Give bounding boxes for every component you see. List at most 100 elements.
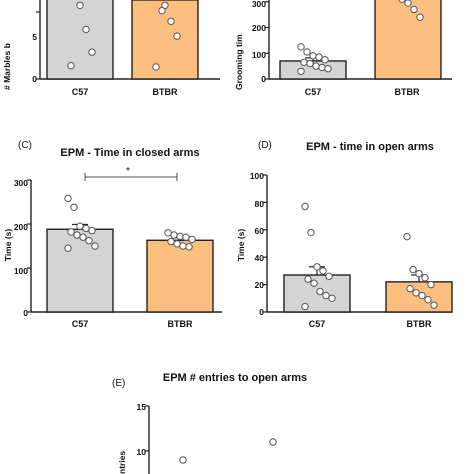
panel-d-label: (D): [258, 140, 272, 151]
panel-c-point-c57-8: [85, 237, 93, 245]
panel-e-ylabel: ntries: [117, 451, 127, 474]
panel-c-point-btbr-3: [182, 233, 190, 241]
panel-e-point-btbr-0: [269, 438, 277, 446]
panel-d-ytick-60: 60: [255, 226, 265, 236]
panel-d-point-c57-3: [319, 267, 327, 275]
panel-b-cat-c57: C57: [305, 87, 322, 97]
panel-a-cat-btbr: BTBR: [153, 87, 178, 97]
panel-e-point-c57-0: [179, 456, 187, 464]
panel-b: Grooming tim 0 100 200 300 C57 BTBR: [234, 0, 420, 97]
panel-c-ytick-200: 200: [14, 222, 28, 232]
panel-c-ylabel: Time (s): [3, 229, 13, 262]
panel-a-point-c57-4: [88, 48, 96, 56]
panel-e-ytick-15: 15: [137, 402, 147, 412]
panel-a-point-c57-5: [67, 61, 75, 70]
panel-c-point-btbr-5: [167, 237, 175, 246]
panel-d-point-btbr-7: [418, 291, 426, 300]
panel-b-point-c57-10: [297, 67, 305, 75]
panel-b-point-btbr-4: [416, 13, 424, 21]
panel-b-ytick-300: 300: [252, 0, 266, 9]
panel-e-label: (E): [112, 378, 125, 389]
panel-a-point-c57-2: [76, 1, 84, 9]
panel-d-point-c57-6: [310, 279, 318, 287]
panel-a-point-btbr-4: [173, 32, 181, 40]
panel-d-point-c57-9: [328, 294, 336, 302]
panel-d-point-btbr-4: [427, 280, 435, 289]
panel-b-point-c57-9: [324, 65, 332, 73]
panel-d-point-c57-2: [313, 263, 321, 271]
panel-d-ytick-40: 40: [255, 253, 265, 263]
panel-b-point-c57-3: [315, 53, 323, 61]
panel-b-point-btbr-3: [410, 5, 418, 14]
panel-c-point-c57-2: [76, 222, 84, 230]
panel-d-point-btbr-8: [424, 295, 432, 304]
panel-b-point-c57-6: [306, 59, 314, 68]
panel-c-point-btbr-8: [185, 243, 193, 251]
panel-d-point-btbr-0: [403, 232, 411, 241]
panel-c-ytick-100: 100: [14, 266, 28, 276]
panel-d-ytick-0: 0: [259, 307, 264, 317]
panel-c-point-c57-9: [91, 242, 99, 250]
panel-c-point-c57-0: [64, 194, 72, 203]
panel-b-ytick-0: 0: [261, 74, 266, 84]
panel-d-point-btbr-9: [430, 301, 438, 309]
chart-marks: [27, 0, 453, 474]
panel-e-ytick-10: 10: [137, 447, 147, 457]
panel-d-ylabel: Time (s): [236, 229, 246, 262]
panel-c-point-c57-5: [67, 228, 75, 236]
panel-c-bar-btbr: [146, 239, 214, 313]
panel-b-point-c57-4: [321, 55, 329, 64]
panel-c-point-c57-6: [73, 231, 81, 239]
panel-e-title: EPM # entries to open arms: [163, 372, 307, 384]
panel-a-point-btbr-6: [158, 6, 166, 15]
panel-c-point-btbr-1: [170, 231, 178, 239]
panel-c-ytick-300: 300: [14, 178, 28, 188]
panel-c-point-btbr-0: [164, 229, 172, 237]
panel-d-point-btbr-2: [415, 269, 423, 278]
panel-d-point-btbr-3: [421, 274, 429, 282]
panel-d-point-btbr-5: [406, 285, 414, 293]
panel-c-point-c57-3: [82, 224, 90, 233]
panel-c-bar-c57: [46, 228, 114, 313]
panel-d-point-btbr-1: [409, 265, 417, 274]
panel-a-cat-c57: C57: [72, 87, 89, 97]
panel-a-point-btbr-3: [167, 17, 175, 26]
panel-b-point-c57-1: [303, 48, 311, 56]
panel-b-cat-btbr: BTBR: [395, 87, 420, 97]
panel-d-point-c57-5: [304, 275, 312, 283]
panel-b-point-c57-2: [309, 52, 317, 60]
panel-a-point-btbr-5: [152, 63, 160, 71]
panel-b-ylabel: Grooming tim: [234, 34, 244, 90]
panel-d-point-btbr-6: [412, 289, 420, 297]
panel-c-point-c57-7: [79, 233, 87, 241]
panel-d: (D) EPM - time in open arms Time (s) 0 2…: [236, 140, 434, 329]
panel-a-ytick-5: 5: [32, 32, 37, 42]
panel-c-point-c57-4: [88, 226, 96, 235]
panel-b-point-btbr-2: [404, 0, 412, 7]
panel-c-point-c57-1: [70, 203, 78, 211]
panel-a-ylabel: # Marbles b: [2, 43, 12, 90]
panel-b-point-c57-7: [312, 62, 320, 70]
panel-d-title: EPM - time in open arms: [306, 141, 434, 153]
panel-d-point-c57-10: [301, 302, 309, 311]
panel-a: # Marbles b 0 5 C57 BTBR: [2, 32, 178, 97]
panel-b-ytick-100: 100: [252, 50, 266, 60]
panel-c-cat-btbr: BTBR: [168, 319, 193, 329]
panel-d-point-c57-1: [307, 228, 315, 237]
panel-d-point-c57-8: [322, 291, 330, 300]
panel-d-cat-c57: C57: [309, 319, 326, 329]
panel-b-ytick-200: 200: [252, 23, 266, 33]
panel-b-point-btbr-1: [398, 0, 406, 3]
panel-b-bar-btbr: [374, 0, 442, 80]
panel-c-point-btbr-7: [179, 242, 187, 250]
panel-b-point-c57-0: [297, 43, 305, 51]
panel-c-significance: *: [126, 166, 130, 177]
panel-a-ytick-0: 0: [32, 74, 37, 84]
panel-c-point-btbr-2: [176, 232, 184, 241]
panel-d-point-c57-7: [316, 287, 324, 296]
panel-e: (E) EPM # entries to open arms ntries 10…: [112, 372, 307, 474]
panel-a-bar-c57: [46, 0, 114, 80]
panel-d-point-c57-4: [325, 272, 333, 281]
panel-c-point-c57-10: [64, 244, 72, 252]
